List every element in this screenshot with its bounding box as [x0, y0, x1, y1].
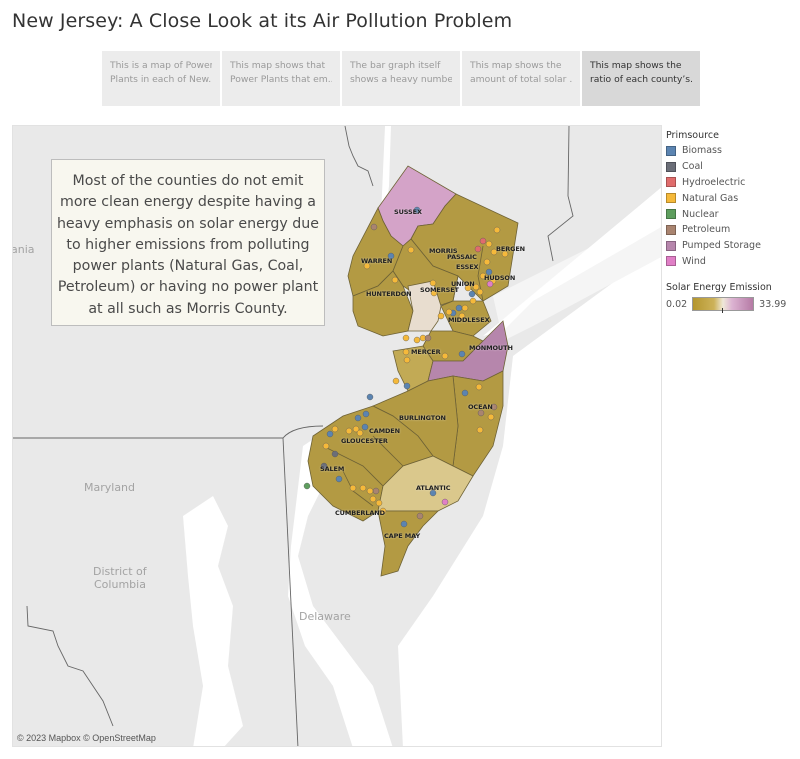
county-label-salem: SALEM [320, 465, 345, 473]
county-label-atlantic: ATLANTIC [416, 484, 451, 492]
label-delaware: Delaware [299, 610, 351, 623]
legend-label: Hydroelectric [682, 176, 746, 188]
map-attribution[interactable]: © 2023 Mapbox © OpenStreetMap [17, 733, 156, 743]
map-view[interactable]: ania Maryland District of Columbia Delaw… [12, 125, 662, 747]
county-label-union: UNION [451, 280, 475, 288]
swatch-icon [666, 145, 676, 156]
color-legend-max: 33.99 [759, 298, 787, 310]
county-label-ocean: OCEAN [468, 403, 493, 411]
county-label-hunterdon: HUNTERDON [366, 290, 412, 298]
story-point-1[interactable]: This is a map of Power Plants in each of… [102, 51, 220, 106]
legend-item-wind[interactable]: Wind [666, 254, 796, 270]
story-point-text: amount of total solar .. [470, 74, 572, 85]
legend-item-natural-gas[interactable]: Natural Gas [666, 190, 796, 206]
county-label-cumberland: CUMBERLAND [335, 509, 385, 517]
county-label-morris: MORRIS [429, 247, 458, 255]
county-label-middlesex: MIDDLESEX [448, 316, 490, 324]
story-point-4[interactable]: This map shows the amount of total solar… [462, 51, 580, 106]
color-ramp-tick [722, 308, 724, 313]
legend-label: Nuclear [682, 208, 719, 220]
color-legend-title: Solar Energy Emission [666, 282, 772, 293]
swatch-icon [666, 209, 676, 220]
county-label-monmouth: MONMOUTH [469, 344, 513, 352]
story-point-text: This is a map of Power [110, 60, 212, 71]
story-point-text: The bar graph itself [350, 60, 441, 71]
county-label-bergen: BERGEN [496, 245, 526, 253]
label-maryland: Maryland [84, 481, 136, 494]
county-label-essex: ESSEX [456, 263, 479, 271]
swatch-icon [666, 240, 676, 251]
story-point-5-active[interactable]: This map shows the ratio of each county’… [582, 51, 700, 106]
color-ramp[interactable] [692, 297, 755, 313]
story-navigator: This is a map of Power Plants in each of… [102, 51, 700, 106]
swatch-icon [666, 224, 676, 235]
legend-item-pumped-storage[interactable]: Pumped Storage [666, 238, 796, 254]
story-point-text: This map shows the [590, 60, 682, 71]
label-pennsylvania: ania [12, 243, 35, 256]
story-point-text: Power Plants that em.. [230, 74, 332, 85]
legend-label: Pumped Storage [682, 240, 761, 252]
legend-label: Wind [682, 255, 706, 267]
story-point-text: shows a heavy numbe.. [350, 74, 452, 85]
legend-item-hydroelectric[interactable]: Hydroelectric [666, 175, 796, 191]
map-canvas [13, 126, 661, 746]
county-label-somerset: SOMERSET [420, 286, 459, 294]
solar-emission-legend: Solar Energy Emission 0.02 33.99 [666, 282, 800, 313]
swatch-icon [666, 256, 676, 267]
swatch-icon [666, 177, 676, 188]
color-legend-min: 0.02 [666, 298, 688, 310]
story-point-text: ratio of each county’s.. [590, 74, 692, 85]
swatch-icon [666, 161, 676, 172]
county-label-gloucester: GLOUCESTER [341, 437, 388, 445]
label-district-of-columbia-line2: Columbia [94, 578, 146, 591]
county-label-sussex: SUSSEX [394, 208, 422, 216]
legend-label: Coal [682, 161, 703, 173]
county-label-warren: WARREN [361, 257, 393, 265]
story-point-3[interactable]: The bar graph itself shows a heavy numbe… [342, 51, 460, 106]
legend-item-biomass[interactable]: Biomass [666, 143, 796, 159]
legend-label: Biomass [682, 145, 722, 157]
legend-title: Primsource [666, 130, 719, 141]
county-label-hudson: HUDSON [484, 274, 516, 282]
story-point-text: This map shows the [470, 60, 562, 71]
county-label-mercer: MERCER [411, 348, 441, 356]
dashboard-title: New Jersey: A Close Look at its Air Poll… [12, 10, 513, 32]
legend-label: Natural Gas [682, 192, 739, 204]
annotation-box: Most of the counties do not emit more cl… [51, 159, 325, 326]
legend-label: Petroleum [682, 224, 731, 236]
swatch-icon [666, 193, 676, 204]
story-point-2[interactable]: This map shows that Power Plants that em… [222, 51, 340, 106]
story-point-text: Plants in each of New.. [110, 74, 212, 85]
county-label-cape-may: CAPE MAY [384, 532, 421, 540]
label-district-of-columbia-line1: District of [93, 565, 147, 578]
legend-item-petroleum[interactable]: Petroleum [666, 222, 796, 238]
legend-item-nuclear[interactable]: Nuclear [666, 206, 796, 222]
county-label-burlington: BURLINGTON [399, 414, 446, 422]
legend-item-coal[interactable]: Coal [666, 159, 796, 175]
county-label-camden: CAMDEN [369, 427, 400, 435]
story-point-text: This map shows that [230, 60, 326, 71]
county-label-passaic: PASSAIC [447, 253, 477, 261]
primsource-legend: Primsource Biomass Coal Hydroelectric Na… [666, 130, 796, 269]
